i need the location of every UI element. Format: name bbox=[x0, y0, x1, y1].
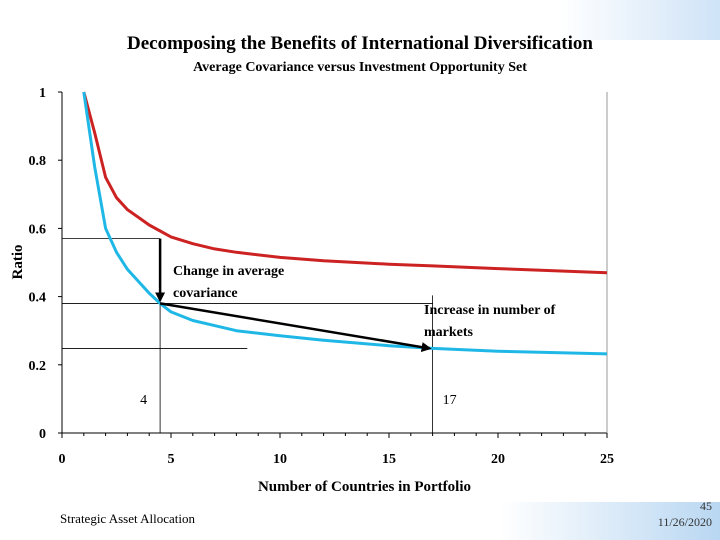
y-tick-label: 0.2 bbox=[29, 359, 47, 374]
slide-title: Decomposing the Benefits of Internationa… bbox=[127, 33, 593, 54]
reference-label: 17 bbox=[443, 393, 457, 408]
y-axis-label: Ratio bbox=[10, 245, 26, 280]
x-tick-label: 0 bbox=[59, 452, 66, 467]
reference-label: 4 bbox=[140, 393, 147, 408]
y-tick-label: 0 bbox=[39, 427, 46, 442]
decorative-gradient-bottom bbox=[500, 502, 720, 540]
x-tick-label: 10 bbox=[273, 452, 287, 467]
slide-date: 11/26/2020 bbox=[657, 515, 712, 529]
y-tick-label: 1 bbox=[39, 86, 46, 101]
x-axis-label: Number of Countries in Portfolio bbox=[258, 479, 471, 495]
chart-subtitle: Average Covariance versus Investment Opp… bbox=[193, 60, 527, 75]
footer-meta: 45 11/26/2020 bbox=[658, 498, 712, 530]
y-tick-label: 0.4 bbox=[29, 291, 47, 306]
decorative-gradient-top bbox=[560, 0, 720, 40]
footer-course-title: Strategic Asset Allocation bbox=[60, 511, 196, 526]
x-tick-label: 15 bbox=[382, 452, 396, 467]
page-number: 45 bbox=[700, 499, 712, 513]
x-tick-label: 20 bbox=[491, 452, 505, 467]
x-tick-label: 25 bbox=[600, 452, 614, 467]
y-tick-label: 0.8 bbox=[29, 154, 47, 169]
series-line-upper bbox=[82, 91, 608, 275]
annotation-0: Change in average covariance bbox=[173, 264, 284, 301]
x-tick-label: 5 bbox=[168, 452, 175, 467]
annotation-1: Increase in number of markets bbox=[424, 303, 556, 340]
series-line-lower bbox=[82, 91, 608, 356]
y-tick-label: 0.6 bbox=[29, 222, 47, 237]
markets-increase-arrow bbox=[159, 302, 432, 353]
